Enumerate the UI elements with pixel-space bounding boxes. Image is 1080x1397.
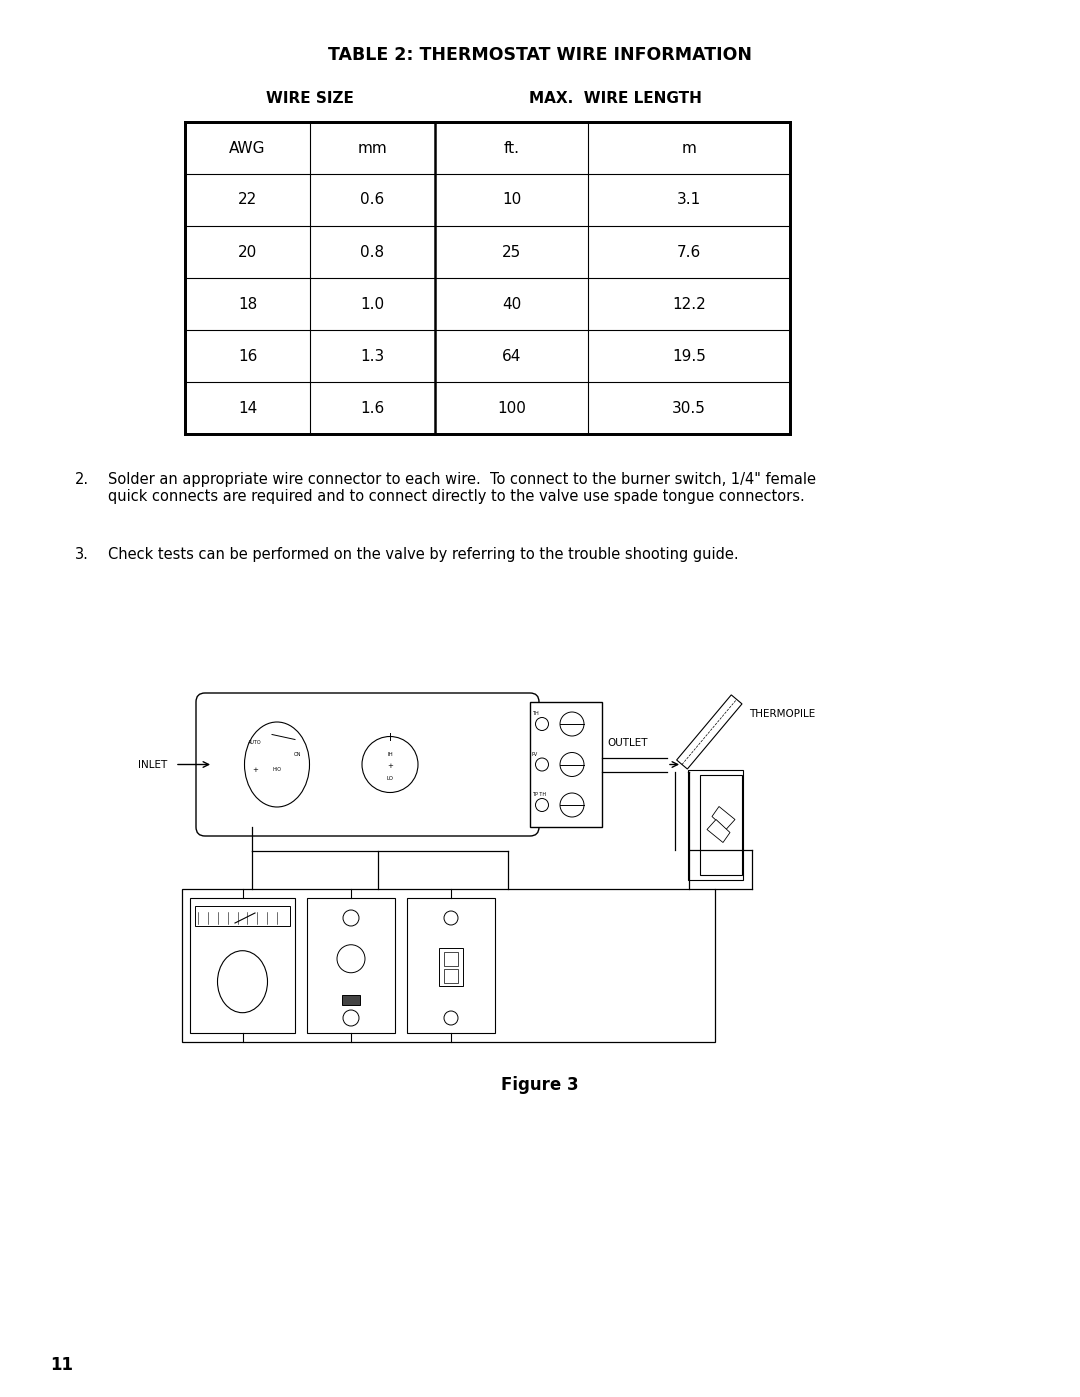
Circle shape <box>561 712 584 736</box>
Text: Figure 3: Figure 3 <box>501 1076 579 1094</box>
Circle shape <box>536 759 549 771</box>
Text: 30.5: 30.5 <box>672 401 706 415</box>
Text: 25: 25 <box>502 244 522 260</box>
Text: AUTO: AUTO <box>248 740 261 745</box>
Text: WIRE SIZE: WIRE SIZE <box>266 91 354 106</box>
Text: 0.8: 0.8 <box>361 244 384 260</box>
Text: TP TH: TP TH <box>532 792 546 798</box>
Bar <box>183 888 715 1042</box>
Circle shape <box>561 793 584 817</box>
Text: 100: 100 <box>497 401 526 415</box>
Bar <box>342 995 360 1004</box>
Ellipse shape <box>244 722 310 807</box>
Text: THERMOPILE: THERMOPILE <box>748 710 815 719</box>
Circle shape <box>536 718 549 731</box>
Text: 2.: 2. <box>75 472 90 488</box>
Text: Solder an appropriate wire connector to each wire.  To connect to the burner swi: Solder an appropriate wire connector to … <box>108 472 816 504</box>
Text: 16: 16 <box>238 348 257 363</box>
Bar <box>407 898 495 1032</box>
Text: 11: 11 <box>50 1356 73 1375</box>
Text: 14: 14 <box>238 401 257 415</box>
Circle shape <box>444 1011 458 1025</box>
Text: HIO: HIO <box>272 767 282 773</box>
Text: PV: PV <box>532 752 538 757</box>
Text: 22: 22 <box>238 193 257 208</box>
Text: +: + <box>252 767 258 773</box>
Bar <box>195 907 291 926</box>
Text: 7.6: 7.6 <box>677 244 701 260</box>
Text: AWG: AWG <box>229 141 266 155</box>
Text: INLET: INLET <box>138 760 167 770</box>
Text: OUTLET: OUTLET <box>607 738 648 747</box>
Bar <box>307 898 395 1032</box>
Text: 0.6: 0.6 <box>361 193 384 208</box>
Text: ft.: ft. <box>503 141 519 155</box>
Text: mm: mm <box>357 141 388 155</box>
Text: +: + <box>387 764 393 770</box>
Text: TH: TH <box>532 711 539 717</box>
Bar <box>185 122 789 434</box>
Text: 12.2: 12.2 <box>672 296 706 312</box>
Ellipse shape <box>217 951 268 1013</box>
Text: 3.1: 3.1 <box>677 193 701 208</box>
Circle shape <box>444 911 458 925</box>
Text: 64: 64 <box>502 348 522 363</box>
Circle shape <box>343 909 359 926</box>
Bar <box>444 951 458 965</box>
Text: 10: 10 <box>502 193 522 208</box>
FancyBboxPatch shape <box>195 693 539 835</box>
Text: 1.3: 1.3 <box>361 348 384 363</box>
Bar <box>688 770 743 880</box>
Circle shape <box>561 753 584 777</box>
Text: 1.0: 1.0 <box>361 296 384 312</box>
Circle shape <box>343 1010 359 1025</box>
Text: LO: LO <box>387 775 393 781</box>
Text: 19.5: 19.5 <box>672 348 706 363</box>
Text: TABLE 2: THERMOSTAT WIRE INFORMATION: TABLE 2: THERMOSTAT WIRE INFORMATION <box>328 46 752 64</box>
Polygon shape <box>677 694 742 768</box>
Bar <box>438 947 463 986</box>
Text: Check tests can be performed on the valve by referring to the trouble shooting g: Check tests can be performed on the valv… <box>108 548 739 562</box>
Bar <box>700 774 742 875</box>
Text: 40: 40 <box>502 296 522 312</box>
Polygon shape <box>707 820 730 842</box>
Bar <box>190 898 295 1032</box>
Circle shape <box>362 736 418 792</box>
Text: 1.6: 1.6 <box>361 401 384 415</box>
Text: m: m <box>681 141 697 155</box>
Bar <box>530 703 602 827</box>
Circle shape <box>536 799 549 812</box>
Text: 18: 18 <box>238 296 257 312</box>
Text: MAX.  WIRE LENGTH: MAX. WIRE LENGTH <box>528 91 701 106</box>
Circle shape <box>337 944 365 972</box>
Polygon shape <box>712 806 735 830</box>
Text: 3.: 3. <box>75 548 89 562</box>
Text: 20: 20 <box>238 244 257 260</box>
Bar <box>444 968 458 982</box>
Text: ON: ON <box>294 752 300 757</box>
Text: IH: IH <box>387 752 393 757</box>
